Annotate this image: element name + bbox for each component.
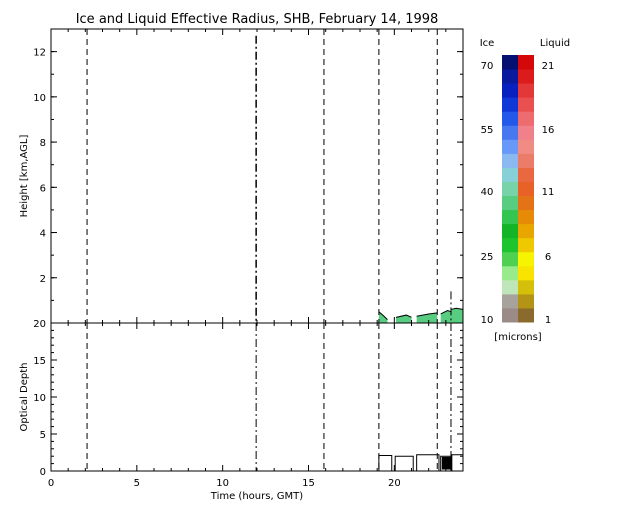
y-tick-label: 5 [40,430,46,441]
cloud-area [440,310,451,323]
colorbar-liquid-tick: 1 [545,315,551,326]
colorbar: Ice Liquid 70 55 40 25 10 21 16 11 6 1 [microns] [480,38,570,343]
depth-panel: 0 5 10 15 20 0 5 10 15 20 Optical Depth Time (hou… [19,319,464,502]
optical-depth-line [394,455,414,471]
y-tick-label: 12 [33,48,46,59]
colorbar-liquid-cell [518,97,534,112]
cloud-area [396,315,412,323]
cloud-top-line [378,311,388,320]
cloud-area [378,311,388,323]
y-tick-label: 10 [33,393,46,404]
colorbar-liquid-cell [518,293,534,309]
depth-y-label: Optical Depth [19,363,30,432]
radius-y-label: Height [km,AGL] [19,135,30,218]
cloud-top-line [416,312,438,317]
cloud-top-line [450,307,464,310]
colorbar-ice-cell [502,195,518,211]
colorbar-ice-tick: 55 [481,125,494,136]
colorbar-liquid-cell [518,111,534,126]
colorbar-ice-label: Ice [480,38,495,49]
colorbar-cells [502,55,534,323]
y-tick-label: 10 [33,93,46,104]
colorbar-ice-cell [502,125,518,140]
cloud-top-line [395,314,412,318]
colorbar-ice-cell [502,139,518,154]
optical-depth-line [378,454,393,471]
colorbar-liquid-cell [518,307,534,323]
x-tick-label: 5 [134,478,140,489]
x-tick-label: 10 [216,478,229,489]
colorbar-liquid-cell [518,69,534,84]
y-tick-label: 20 [33,319,46,330]
colorbar-liquid-cell [518,153,534,168]
optical-depth-line [440,455,452,471]
colorbar-liquid-label: Liquid [540,38,570,49]
colorbar-ice-cell [502,293,518,309]
colorbar-liquid-cell [518,209,534,225]
x-tick-label: 15 [302,478,315,489]
colorbar-liquid-cell [518,251,534,267]
optical-depth-line [451,454,463,471]
cloud-area [450,308,463,323]
colorbar-ice-cell [502,209,518,225]
colorbar-ice-cell [502,265,518,281]
y-tick-label: 6 [40,183,46,194]
colorbar-ice-cell [502,153,518,168]
colorbar-ice-cell [502,167,518,182]
y-tick-label: 0 [40,467,46,478]
colorbar-ice-cell [502,251,518,267]
cloud-fill [378,307,464,323]
colorbar-ice-tick: 70 [481,61,494,72]
radius-panel: 2 4 6 8 10 12 Height [km,AGL] [19,28,464,324]
y-tick-label: 15 [33,356,46,367]
colorbar-liquid-cell [518,83,534,98]
colorbar-units: [microns] [494,332,541,343]
chart-title: Ice and Liquid Effective Radius, SHB, Fe… [76,12,439,27]
reference-lines [86,323,452,471]
x-tick-label: 20 [388,478,401,489]
x-axis-label: Time (hours, GMT) [210,491,304,502]
colorbar-liquid-cell [518,167,534,182]
colorbar-ice-cell [502,55,518,70]
colorbar-liquid-cell [518,279,534,295]
colorbar-ice-cell [502,97,518,112]
colorbar-ice-tick: 10 [481,315,494,326]
y-tick-label: 4 [40,229,46,240]
colorbar-liquid-cell [518,55,534,70]
colorbar-liquid-cell [518,181,534,197]
colorbar-ice-cell [502,237,518,253]
colorbar-liquid-tick: 11 [542,187,555,198]
optical-depth-series [378,454,463,471]
colorbar-liquid-cell [518,237,534,253]
colorbar-tick-labels: 70 55 40 25 10 21 16 11 6 1 [481,61,555,326]
colorbar-ice-cell [502,279,518,295]
colorbar-liquid-tick: 21 [542,61,555,72]
colorbar-liquid-cell [518,223,534,239]
cloud-top-line [440,310,452,315]
y-tick-label: 8 [40,138,46,149]
colorbar-ice-cell [502,83,518,98]
optical-depth-line [416,454,440,471]
colorbar-liquid-tick: 16 [542,125,555,136]
colorbar-ice-cell [502,307,518,323]
colorbar-ice-cell [502,181,518,197]
colorbar-ice-tick: 25 [481,252,494,263]
depth-plot-frame [50,322,464,472]
colorbar-liquid-tick: 6 [545,252,551,263]
reference-lines [86,29,452,323]
radius-plot-frame [50,28,464,324]
colorbar-liquid-cell [518,139,534,154]
colorbar-ice-cell [502,111,518,126]
colorbar-ice-tick: 40 [481,187,494,198]
depth-axis-ticks: 0 5 10 15 20 0 5 10 15 20 [33,319,463,489]
colorbar-liquid-cell [518,265,534,281]
y-tick-label: 2 [40,274,46,285]
x-tick-label: 0 [48,478,54,489]
colorbar-liquid-cell [518,195,534,211]
colorbar-ice-cell [502,223,518,239]
colorbar-liquid-cell [518,125,534,140]
radius-y-ticks: 2 4 6 8 10 12 [33,29,463,323]
colorbar-ice-cell [502,69,518,84]
